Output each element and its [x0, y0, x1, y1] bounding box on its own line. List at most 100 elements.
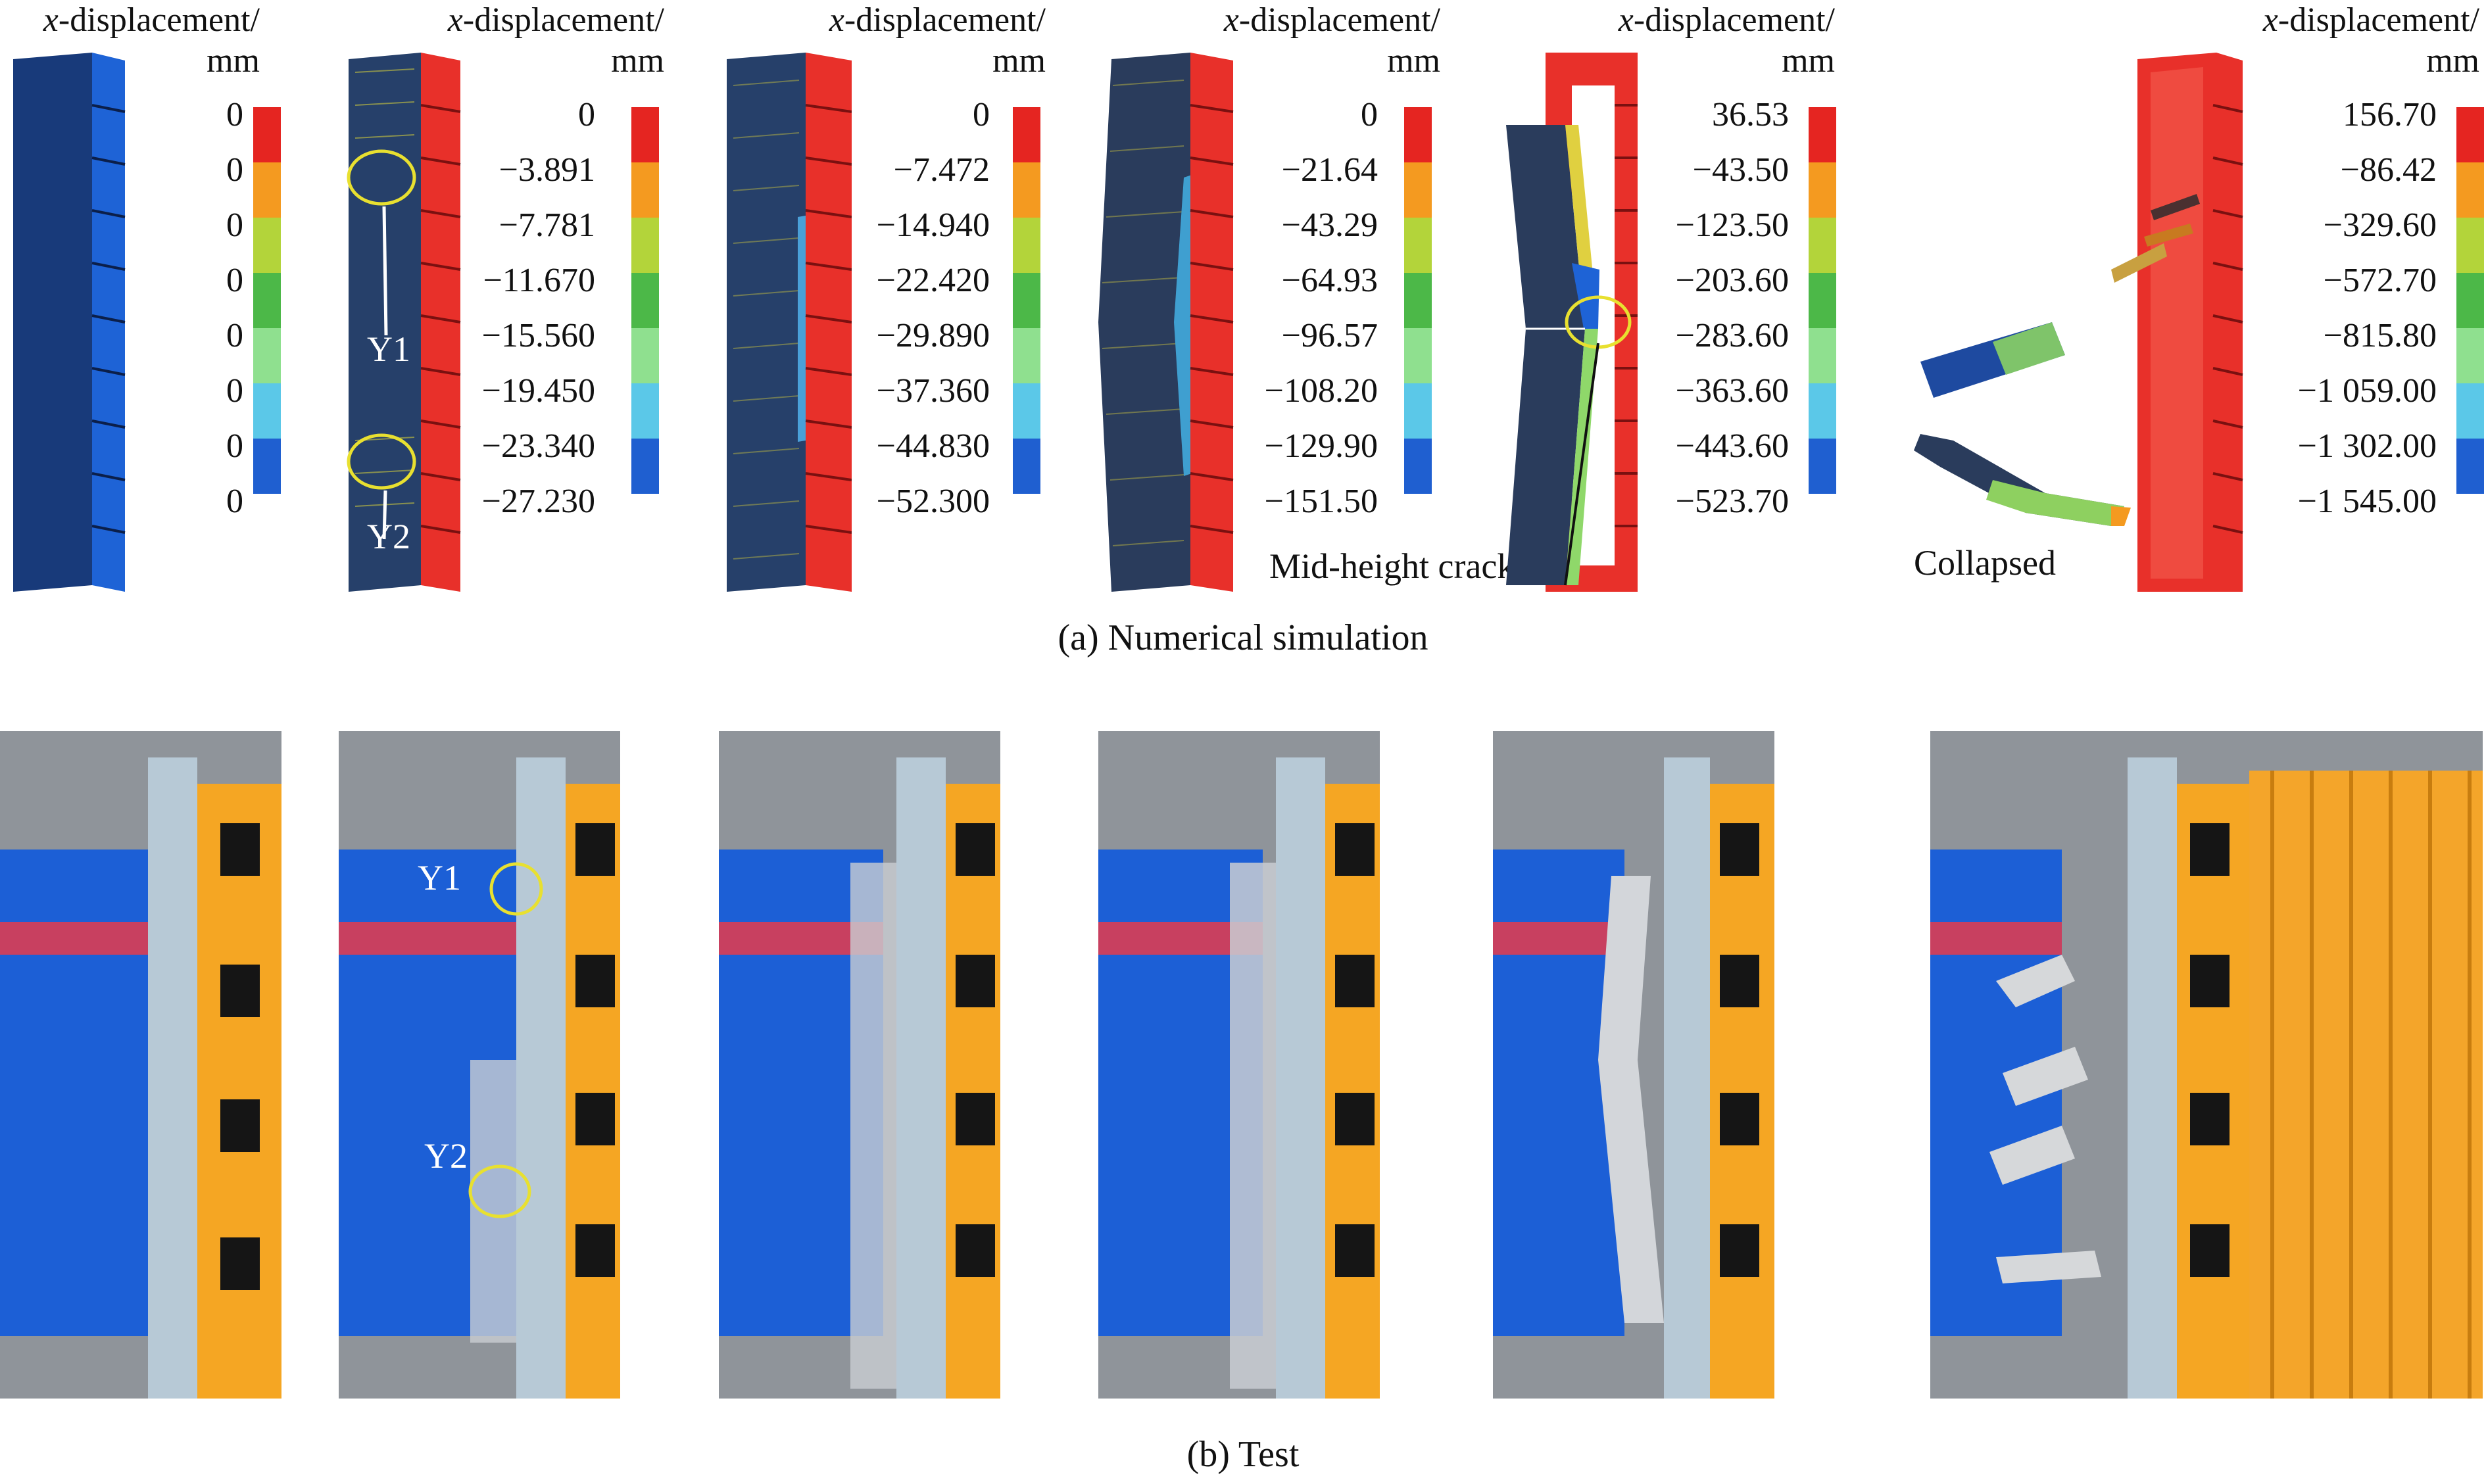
legend-tick-label: 0	[226, 427, 243, 465]
legend-tick-label: −19.450	[481, 372, 595, 410]
legend-tick-label: −1 302.00	[2297, 427, 2437, 465]
legend-color-segment	[1809, 439, 1836, 494]
legend-tick-label: 0	[226, 262, 243, 299]
legend-colorbar	[2456, 107, 2484, 494]
legend-tick-label: −22.420	[876, 262, 990, 299]
legend-title: x-displacement/ mm	[1618, 1, 1835, 80]
legend-color-segment	[2456, 328, 2484, 383]
legend-tick-label: −363.60	[1675, 372, 1789, 410]
sim-model-1	[13, 53, 126, 592]
legend-color-segment	[2456, 107, 2484, 162]
sim-model-6	[1914, 53, 2243, 592]
legend-tick-label: −14.940	[876, 206, 990, 244]
legend-color-segment	[1404, 107, 1432, 162]
test-photo-5	[1493, 731, 1774, 1399]
legend-color-segment	[631, 439, 659, 494]
legend-tick-label: −86.42	[2340, 151, 2437, 189]
legend-tick-label: −43.50	[1692, 151, 1789, 189]
legend-color-segment	[1404, 273, 1432, 328]
legend-tick-label: −572.70	[2323, 262, 2437, 299]
legend-color-segment	[1809, 273, 1836, 328]
legend-colorbar	[631, 107, 659, 494]
legend-color-segment	[631, 273, 659, 328]
sim-panel-4: x-displacement/ mm 0 −21.64 −43.29 −64.9…	[1092, 0, 1440, 605]
test-photo-1	[0, 731, 281, 1399]
legend-color-segment	[1013, 383, 1040, 439]
caption-b: (b) Test	[1186, 1434, 1300, 1475]
legend-tick-label: 0	[226, 206, 243, 244]
test-photo-6	[1930, 731, 2483, 1399]
legend-color-segment	[1404, 328, 1432, 383]
legend-tick-label: 36.53	[1712, 96, 1789, 133]
legend-tick-label: 0	[578, 96, 595, 133]
legend-color-segment	[253, 162, 281, 218]
legend-tick-label: 0	[973, 96, 990, 133]
legend-tick-label: −23.340	[481, 427, 595, 465]
legend-tick-label: −108.20	[1264, 372, 1378, 410]
legend-title: x-displacement/ mm	[2262, 1, 2479, 80]
sim-panel-2: Y1 Y2 x-displacement/ mm 0 −3.891 −7.781…	[335, 0, 671, 605]
caption-a: (a) Numerical simulation	[1058, 617, 1428, 658]
legend-tick-label: 0	[226, 372, 243, 410]
legend-tick-label: −815.80	[2323, 317, 2437, 354]
legend-tick-label: −3.891	[499, 151, 595, 189]
legend-colorbar	[1404, 107, 1432, 494]
legend-tick-label: 0	[226, 151, 243, 189]
legend-tick-label: −37.360	[876, 372, 990, 410]
sim-panel-5: Mid-height crack x-displacement/ mm 36.5…	[1269, 0, 1901, 605]
label-collapsed: Collapsed	[1914, 543, 2056, 583]
legend-color-segment	[253, 328, 281, 383]
legend-color-segment	[2456, 218, 2484, 273]
legend-color-segment	[253, 273, 281, 328]
legend-color-segment	[1013, 328, 1040, 383]
legend-color-segment	[631, 162, 659, 218]
legend-tick-label: −1 059.00	[2297, 372, 2437, 410]
legend-color-segment	[253, 439, 281, 494]
label-y1-test: Y1	[418, 858, 461, 898]
legend-tick-label: −283.60	[1675, 317, 1789, 354]
legend-tick-label: −7.472	[893, 151, 990, 189]
legend-colorbar	[1809, 107, 1836, 494]
test-photo-4	[1098, 731, 1380, 1399]
legend-tick-label: −44.830	[876, 427, 990, 465]
legend-tick-label: 0	[226, 96, 243, 133]
legend-tick-label: −21.64	[1281, 151, 1378, 189]
legend-color-segment	[631, 328, 659, 383]
test-photo-2: Y1 Y2	[339, 731, 620, 1399]
legend-title: x-displacement/ mm	[1223, 1, 1440, 80]
legend-tick-label: −329.60	[2323, 206, 2437, 244]
legend-tick-label: −27.230	[481, 483, 595, 520]
legend-tick-label: −129.90	[1264, 427, 1378, 465]
legend-color-segment	[2456, 273, 2484, 328]
legend-color-segment	[631, 107, 659, 162]
legend-tick-label: −43.29	[1281, 206, 1378, 244]
legend-title: x-displacement/ mm	[447, 1, 664, 80]
test-photo-3	[719, 731, 1000, 1399]
legend-tick-label: −123.50	[1675, 206, 1789, 244]
legend-color-segment	[631, 383, 659, 439]
legend-tick-label: −7.781	[499, 206, 595, 244]
legend-tick-label: 0	[1361, 96, 1378, 133]
legend-color-segment	[1013, 273, 1040, 328]
legend-color-segment	[631, 218, 659, 273]
legend-color-segment	[1013, 218, 1040, 273]
label-mid-height-crack: Mid-height crack	[1269, 546, 1515, 586]
legend-tick-label: 0	[226, 483, 243, 520]
legend-tick-label: −29.890	[876, 317, 990, 354]
legend-colorbar	[1013, 107, 1040, 494]
legend-tick-label: 0	[226, 317, 243, 354]
sim-panel-6: Collapsed x-displacement/ mm 156.70 −86.…	[1914, 0, 2486, 605]
sim-model-3	[727, 53, 852, 592]
legend-title: x-displacement/ mm	[829, 1, 1046, 80]
legend-tick-label: −52.300	[876, 483, 990, 520]
legend-color-segment	[1809, 218, 1836, 273]
legend-color-segment	[253, 107, 281, 162]
legend-color-segment	[1404, 439, 1432, 494]
sim-panel-3: x-displacement/ mm 0 −7.472 −14.940 −22.…	[720, 0, 1056, 605]
legend-colorbar	[253, 107, 281, 494]
legend-tick-label: −523.70	[1675, 483, 1789, 520]
legend-color-segment	[1013, 162, 1040, 218]
legend-color-segment	[2456, 383, 2484, 439]
legend-color-segment	[1809, 107, 1836, 162]
legend-color-segment	[1404, 383, 1432, 439]
